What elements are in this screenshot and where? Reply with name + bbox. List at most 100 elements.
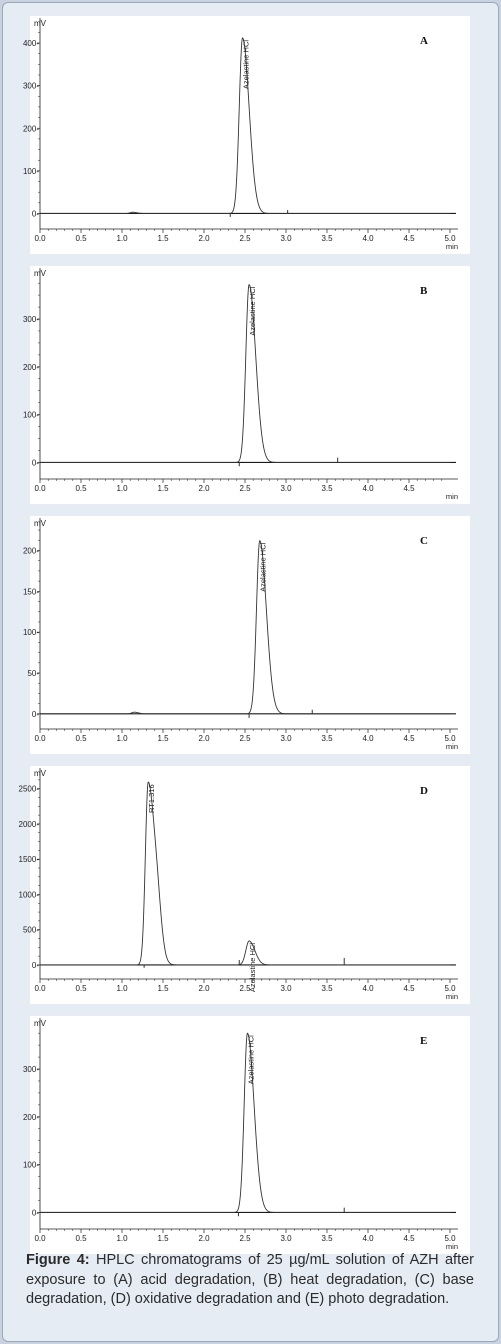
x-tick-label: 4.0 bbox=[362, 984, 374, 993]
peak-label: Azelastine HCl bbox=[242, 40, 251, 90]
x-tick-label: 3.0 bbox=[280, 1234, 292, 1243]
chromatogram-panel-c: 0- 50- 100- 150- 200- 0.0 0.5 1.0 1.5 2.0 2.5 3.0 3.… bbox=[23, 516, 470, 754]
x-tick-label: 4.5 bbox=[403, 984, 415, 993]
x-tick-label: 3.5 bbox=[321, 234, 333, 243]
y-tick-label: 0- bbox=[32, 1208, 39, 1217]
x-tick-label: 4.0 bbox=[362, 484, 374, 493]
x-tick-label: 1.0 bbox=[116, 734, 128, 743]
signal-trace bbox=[40, 284, 450, 463]
x-tick-label: 4.0 bbox=[362, 1234, 374, 1243]
peak-label: Azelastine HCl bbox=[248, 943, 257, 993]
x-tick-label: 3.0 bbox=[280, 734, 292, 743]
y-tick-label: 500- bbox=[23, 926, 39, 935]
caption-lead: Figure 4: bbox=[26, 1252, 90, 1268]
x-tick-label: 0.5 bbox=[75, 984, 87, 993]
x-tick-label: 2.5 bbox=[239, 234, 251, 243]
y-tick-label: 0- bbox=[32, 710, 39, 719]
x-tick-label: 3.5 bbox=[321, 734, 333, 743]
chromatogram-panel-d: 0- 500- 1000- 1500- 2000- 2500- 0.0 0.5 1.0 1.5 2.… bbox=[19, 766, 470, 1004]
x-tick-label: 1.0 bbox=[116, 984, 128, 993]
y-unit-label: mV bbox=[34, 519, 47, 528]
chromatogram-e: 0- 100- 200- 300- 0.0 0.5 1.0 1.5 2.0 2.5 3.0 3.5 4.… bbox=[23, 1018, 458, 1251]
x-tick-label: 3.0 bbox=[280, 484, 292, 493]
y-tick-label: 200- bbox=[23, 124, 39, 133]
y-tick-label: 150- bbox=[23, 587, 39, 596]
x-tick-label: 4.5 bbox=[403, 734, 415, 743]
y-tick-label: 100- bbox=[23, 628, 39, 637]
x-tick-label: 2.5 bbox=[239, 1234, 251, 1243]
x-unit-label: min bbox=[446, 492, 458, 501]
peak-label: Azelastine HCl bbox=[248, 286, 257, 336]
x-tick-label: 1.0 bbox=[116, 1234, 128, 1243]
peak-label: Azelastine HCl bbox=[246, 1035, 255, 1085]
x-tick-label: 1.5 bbox=[157, 984, 169, 993]
x-tick-label: 1.5 bbox=[157, 1234, 169, 1243]
y-tick-label: 100- bbox=[23, 1161, 39, 1170]
x-tick-label: 5.0 bbox=[444, 1234, 456, 1243]
x-tick-label: 3.0 bbox=[280, 984, 292, 993]
x-tick-label: 3.5 bbox=[321, 484, 333, 493]
peak-label: RT1.316 bbox=[147, 784, 156, 813]
y-tick-label: 200- bbox=[23, 547, 39, 556]
peak-label: Azelastine HCl bbox=[259, 542, 268, 592]
x-tick-label: 2.0 bbox=[198, 984, 210, 993]
x-tick-label: 0.0 bbox=[34, 984, 46, 993]
chromatogram-panel-b: 0- 100- 200- 300- 0.0 0.5 1.0 1.5 2.0 2.5 3.0 3.5 4.… bbox=[23, 266, 470, 504]
y-tick-label: 400- bbox=[23, 39, 39, 48]
panel-label: A bbox=[420, 35, 428, 47]
x-tick-label: 0.0 bbox=[34, 484, 46, 493]
x-tick-label: 2.0 bbox=[198, 1234, 210, 1243]
signal-trace bbox=[40, 1032, 450, 1213]
chromatogram-panel-e: 0- 100- 200- 300- 0.0 0.5 1.0 1.5 2.0 2.5 3.0 3.5 4.… bbox=[23, 1016, 470, 1254]
caption-text: HPLC chromatograms of 25 µg/mL solution … bbox=[26, 1252, 474, 1308]
x-tick-label: 2.5 bbox=[239, 484, 251, 493]
x-tick-label: 0.0 bbox=[34, 234, 46, 243]
y-tick-label: 0- bbox=[32, 458, 39, 467]
x-tick-label: 4.5 bbox=[403, 484, 415, 493]
panel-label: C bbox=[420, 535, 428, 547]
x-tick-label: 4.5 bbox=[403, 234, 415, 243]
x-tick-label: 0.5 bbox=[75, 1234, 87, 1243]
x-tick-label: 1.0 bbox=[116, 234, 128, 243]
x-tick-label: 5.0 bbox=[444, 984, 456, 993]
x-tick-label: 2.0 bbox=[198, 234, 210, 243]
x-unit-label: min bbox=[446, 242, 458, 251]
y-unit-label: mV bbox=[34, 769, 47, 778]
chromatogram-a: 0- 100- 200- 300- 400- 0.0 0.5 1.0 1.5 2.0 2.5 3.0 3… bbox=[23, 18, 458, 251]
x-tick-label: 1.5 bbox=[157, 234, 169, 243]
x-tick-label: 0.0 bbox=[34, 1234, 46, 1243]
x-tick-label: 2.0 bbox=[198, 734, 210, 743]
chromatogram-c: 0- 50- 100- 150- 200- 0.0 0.5 1.0 1.5 2.0 2.5 3.0 3.… bbox=[23, 518, 458, 751]
panel-label: D bbox=[420, 785, 428, 797]
y-tick-label: 200- bbox=[23, 363, 39, 372]
x-tick-label: 1.5 bbox=[157, 484, 169, 493]
signal-trace bbox=[40, 781, 450, 966]
x-tick-label: 1.5 bbox=[157, 734, 169, 743]
x-tick-label: 2.5 bbox=[239, 984, 251, 993]
y-tick-label: 50- bbox=[27, 669, 39, 678]
x-tick-label: 3.0 bbox=[280, 234, 292, 243]
x-tick-label: 0.5 bbox=[75, 484, 87, 493]
x-tick-label: 4.0 bbox=[362, 734, 374, 743]
signal-trace bbox=[40, 540, 450, 715]
x-tick-label: 4.5 bbox=[403, 1234, 415, 1243]
y-tick-label: 300- bbox=[23, 82, 39, 91]
panel-label: B bbox=[420, 285, 428, 297]
x-unit-label: min bbox=[446, 992, 458, 1001]
x-tick-label: 1.0 bbox=[116, 484, 128, 493]
y-tick-label: 300- bbox=[23, 315, 39, 324]
y-tick-label: 100- bbox=[23, 411, 39, 420]
y-tick-label: 1000- bbox=[19, 890, 40, 899]
signal-trace bbox=[40, 37, 450, 214]
chromatogram-panel-a: 0- 100- 200- 300- 400- 0.0 0.5 1.0 1.5 2.0 2.5 3.0 3… bbox=[23, 16, 470, 254]
y-tick-label: 0- bbox=[32, 961, 39, 970]
chromatogram-d: 0- 500- 1000- 1500- 2000- 2500- 0.0 0.5 1.0 1.5 2.… bbox=[19, 768, 458, 1001]
x-tick-label: 0.5 bbox=[75, 234, 87, 243]
x-tick-label: 3.5 bbox=[321, 1234, 333, 1243]
x-tick-label: 0.0 bbox=[34, 734, 46, 743]
y-tick-label: 300- bbox=[23, 1065, 39, 1074]
y-tick-label: 2000- bbox=[19, 820, 40, 829]
x-tick-label: 5.0 bbox=[444, 234, 456, 243]
x-tick-label: 5.0 bbox=[444, 734, 456, 743]
y-unit-label: mV bbox=[34, 269, 47, 278]
